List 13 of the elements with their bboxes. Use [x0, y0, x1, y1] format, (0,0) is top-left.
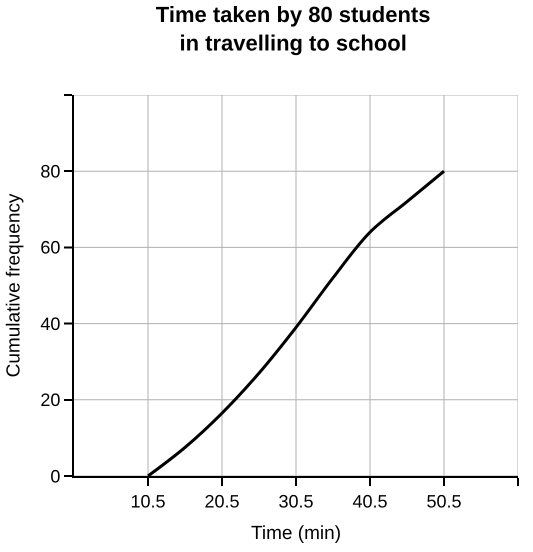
chart-title: Time taken by 80 students in travelling to school [156, 2, 430, 56]
y-tick-label: 40 [40, 314, 60, 334]
x-tick-label: 30.5 [278, 492, 314, 512]
y-tick-label: 20 [40, 390, 60, 410]
x-axis-title: Time (min) [250, 522, 342, 544]
x-tick-label: 50.5 [426, 492, 462, 512]
y-axis-title: Cumulative frequency [4, 193, 25, 378]
x-tick-label: 40.5 [352, 492, 388, 512]
y-tick-label: 80 [40, 162, 60, 182]
y-tick-label: 0 [50, 466, 60, 486]
x-tick-label: 20.5 [204, 492, 240, 512]
x-tick-label: 10.5 [130, 492, 166, 512]
y-tick-label: 60 [40, 238, 60, 258]
